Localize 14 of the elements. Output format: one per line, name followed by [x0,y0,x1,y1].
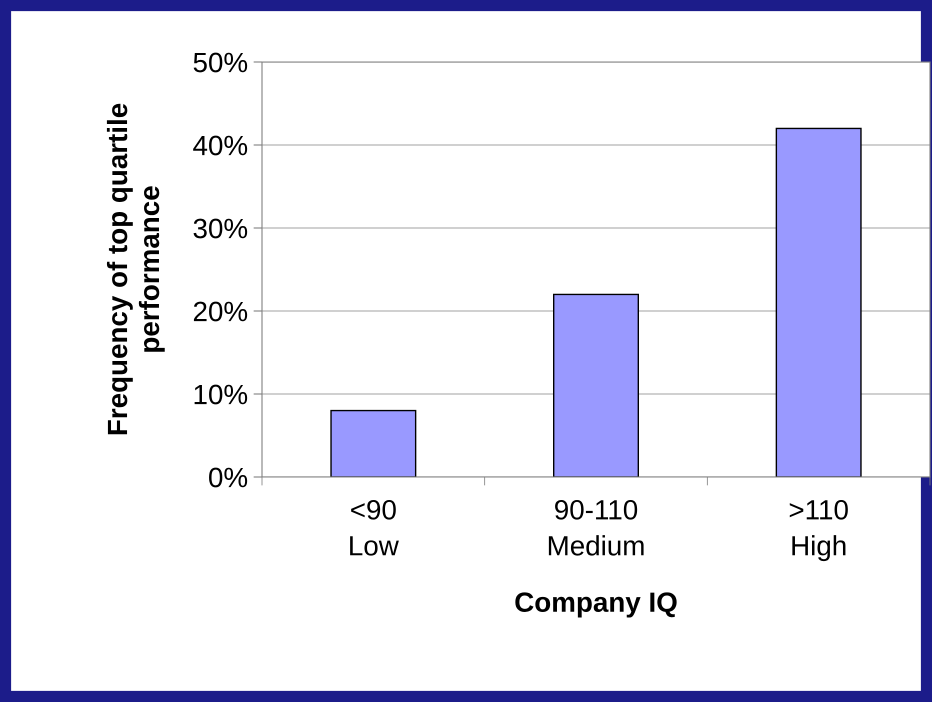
bar [776,128,862,477]
y-tick-label: 50% [194,52,248,72]
bar [330,410,416,477]
y-tick-label: 10% [194,384,248,404]
y-tick-label: 30% [194,218,248,238]
y-axis-title: Frequency of top quartile performance [106,104,165,434]
x-tick-label: >110 High [790,500,848,562]
x-axis-title: Company IQ [515,592,677,618]
x-tick-label: 90-110 Medium [548,500,644,556]
y-tick-label: 0% [209,468,248,488]
y-tick-label: 20% [194,302,248,322]
bar [553,294,639,477]
y-tick-label: 40% [193,136,248,156]
x-tick-label: <90 Low [350,500,399,556]
